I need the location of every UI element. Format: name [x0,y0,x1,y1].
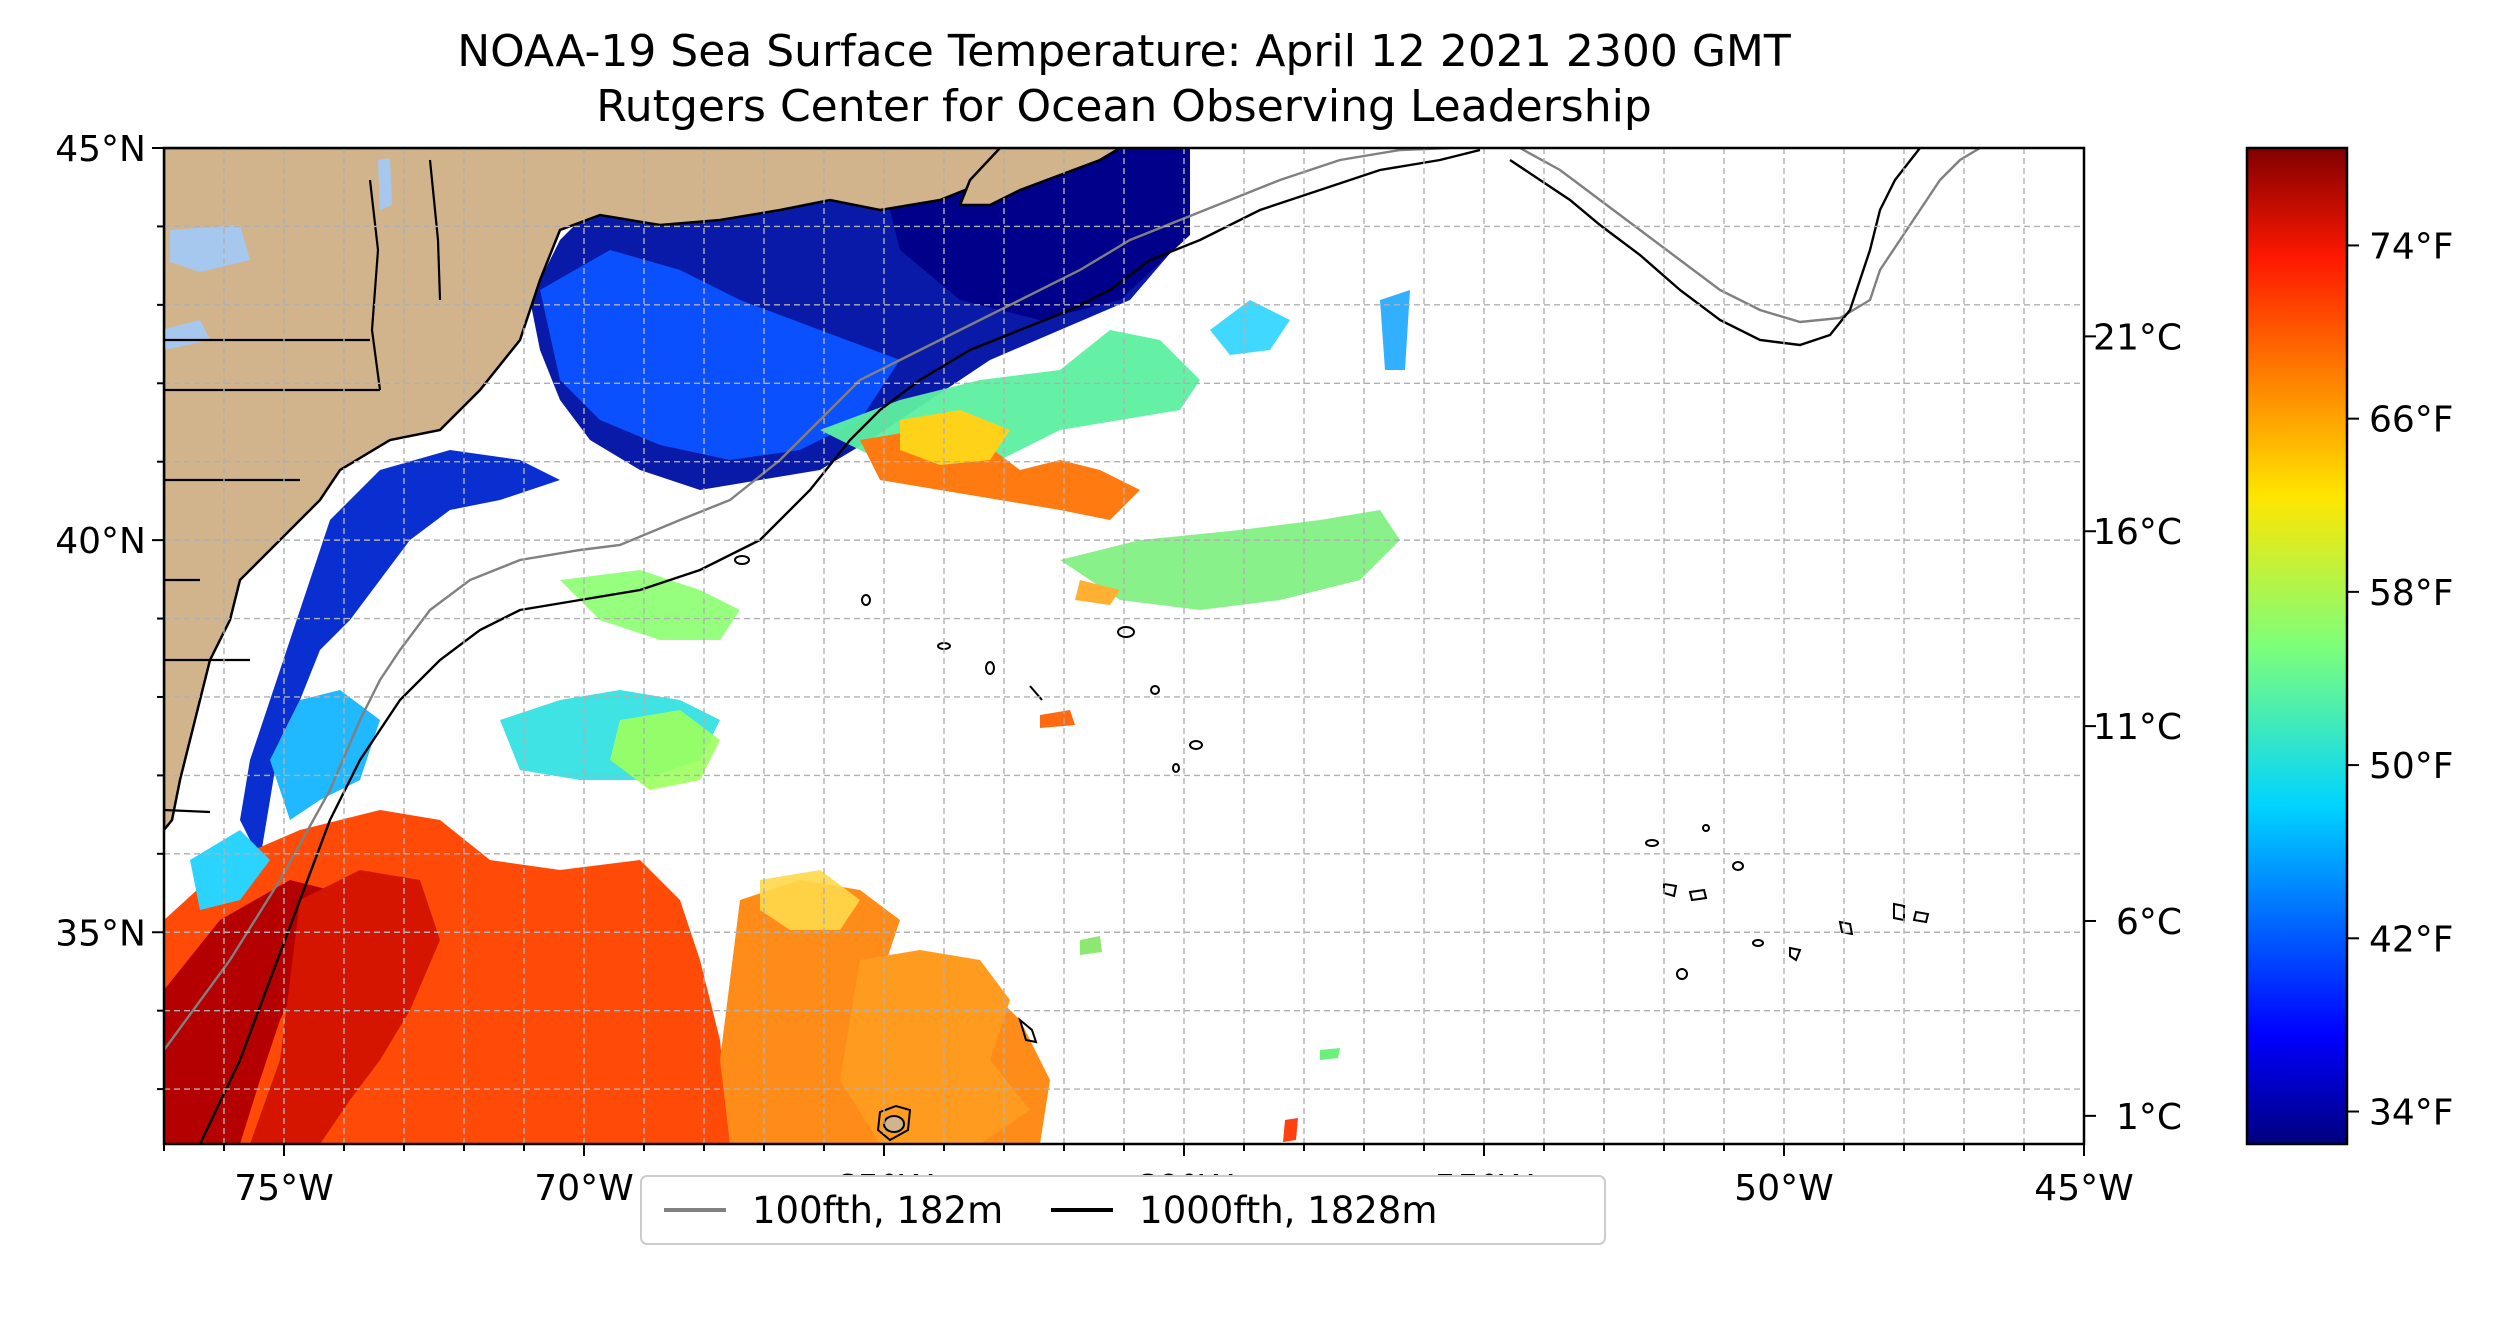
colorbar-f-label: 42°F [2369,919,2454,960]
colorbar-f-label: 66°F [2369,400,2454,441]
sst-green-patch-2 [560,570,740,640]
lon-tick-label: 75°W [234,1168,333,1209]
legend-label-1000fth: 1000fth, 1828m [1139,1188,1438,1232]
colorbar-c-label: 16°C [2093,512,2182,553]
colorbar-ticks: 74°F 66°F 58°F 50°F 42°F 34°F 21°C 16°C 11°C 6°C 1… [2084,226,2454,1138]
lat-tick-label: 40°N [55,521,146,562]
sst-scatter-7 [1080,936,1102,955]
bermuda-island [883,1115,905,1133]
sst-orange-patch-east [840,950,1030,1144]
colorbar-gradient [2247,148,2347,1144]
lat-tick-label: 45°N [55,129,146,170]
sst-scatter-4 [1075,580,1120,605]
sst-cold-shelf-mid [240,450,560,860]
sst-yellow-patch-south [760,870,860,930]
legend-item-1000fth: 1000fth, 1828m [1051,1189,1437,1232]
sst-scatter-2 [1380,290,1410,370]
sst-scatter-5 [1283,1118,1298,1142]
colorbar-c-label: 6°C [2116,902,2182,943]
sst-deep-red-core [250,870,440,1144]
isobath-100fth [164,148,1981,1051]
colorbar-f-label: 58°F [2369,573,2454,614]
sst-scatter-6 [1320,1048,1340,1060]
legend-line-100fth [664,1208,726,1212]
sst-blue-band [540,250,900,460]
latitude-labels: 35°N 40°N 45°N [55,129,146,954]
sst-yellow-patch [900,410,1010,465]
sst-gulf-stream-core [164,880,330,1144]
legend-label-100fth: 100fth, 182m [752,1188,1004,1232]
sst-cyan-coastal-south [190,830,270,910]
legend-item-100fth: 100fth, 182m [664,1189,1003,1232]
land-nova-scotia [958,148,1123,207]
sst-green-patch-3 [1060,510,1400,610]
colorbar-c-label: 1°C [2116,1097,2182,1138]
colorbar-c-label: 21°C [2093,317,2182,358]
map-axis-ticks [152,147,2085,1156]
legend-line-1000fth [1051,1208,1114,1212]
sst-scatter-1 [1210,300,1290,355]
map-gridlines [164,148,2084,1144]
colorbar-c-label: 11°C [2093,707,2182,748]
colorbar: 74°F 66°F 58°F 50°F 42°F 34°F 21°C 16°C 11°C 6°C 1… [2084,146,2454,1146]
chart-title: NOAA-19 Sea Surface Temperature: April 1… [457,26,1791,77]
lon-tick-label: 50°W [1734,1168,1833,1209]
isobath-1000fth [198,148,1921,1144]
land-north-america [164,148,1062,833]
lakes [164,158,392,350]
colorbar-f-label: 74°F [2369,226,2454,267]
colorbar-frame [2245,146,2349,1146]
sst-map [164,148,2084,1144]
legend: 100fth, 182m 1000fth, 1828m [640,1175,1606,1245]
colorbar-f-label: 34°F [2369,1093,2454,1134]
sst-field [164,148,1410,1144]
sst-green-patch-4 [610,710,720,790]
sst-scatter-3 [1040,710,1075,728]
chart-subtitle: Rutgers Center for Ocean Observing Leade… [596,81,1652,132]
sst-shelf-cyan [270,690,380,820]
colorbar-f-label: 50°F [2369,746,2454,787]
lon-tick-label: 45°W [2034,1168,2133,1209]
lat-tick-label: 35°N [55,913,146,954]
lon-tick-label: 70°W [534,1168,633,1209]
